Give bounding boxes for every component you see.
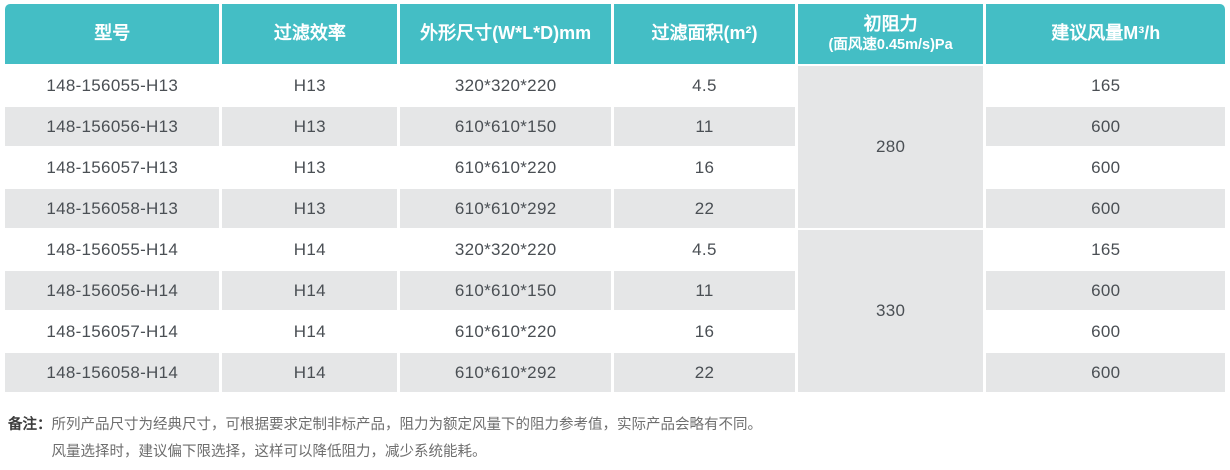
cell-area: 4.5: [614, 66, 795, 105]
spec-table-wrap: 型号 过滤效率 外形尺寸(W*L*D)mm 过滤面积(m²) 初阻力 (面风速0…: [2, 2, 1228, 394]
cell-model: 148-156058-H13: [5, 189, 220, 228]
cell-efficiency: H13: [222, 148, 398, 187]
cell-model: 148-156056-H13: [5, 107, 220, 146]
cell-dimensions: 610*610*220: [400, 312, 612, 351]
col-header-model: 型号: [5, 4, 220, 64]
cell-airflow: 600: [986, 353, 1225, 392]
cell-area: 22: [614, 189, 795, 228]
cell-dimensions: 610*610*220: [400, 148, 612, 187]
col-header-resistance: 初阻力 (面风速0.45m/s)Pa: [797, 4, 984, 64]
cell-area: 22: [614, 353, 795, 392]
cell-airflow: 600: [986, 148, 1225, 187]
cell-dimensions: 610*610*292: [400, 353, 612, 392]
cell-efficiency: H14: [222, 353, 398, 392]
col-header-airflow: 建议风量M³/h: [986, 4, 1225, 64]
cell-dimensions: 610*610*150: [400, 271, 612, 310]
cell-dimensions: 610*610*150: [400, 107, 612, 146]
col-header-dimensions: 外形尺寸(W*L*D)mm: [400, 4, 612, 64]
footnotes: 备注： 所列产品尺寸为经典尺寸，可根据要求定制非标产品，阻力为额定风量下的阻力参…: [8, 412, 1230, 466]
cell-area: 11: [614, 271, 795, 310]
table-header: 型号 过滤效率 外形尺寸(W*L*D)mm 过滤面积(m²) 初阻力 (面风速0…: [5, 4, 1225, 64]
cell-efficiency: H14: [222, 312, 398, 351]
table-row: 148-156056-H14 H14 610*610*150 11 600: [5, 271, 1225, 310]
cell-area: 16: [614, 312, 795, 351]
cell-efficiency: H13: [222, 66, 398, 105]
filter-spec-table: 型号 过滤效率 外形尺寸(W*L*D)mm 过滤面积(m²) 初阻力 (面风速0…: [2, 2, 1228, 394]
table-row: 148-156055-H13 H13 320*320*220 4.5 280 1…: [5, 66, 1225, 228]
cell-model: 148-156057-H14: [5, 312, 220, 351]
table-row: 148-156058-H13 H13 610*610*292 22 600: [5, 189, 1225, 228]
footnote-lines: 所列产品尺寸为经典尺寸，可根据要求定制非标产品，阻力为额定风量下的阻力参考值，实…: [52, 412, 763, 466]
col-header-area: 过滤面积(m²): [614, 4, 795, 64]
cell-airflow: 600: [986, 107, 1225, 146]
cell-efficiency: H14: [222, 230, 398, 269]
cell-model: 148-156057-H13: [5, 148, 220, 187]
cell-airflow: 600: [986, 312, 1225, 351]
merged-resistance-h13: 280: [797, 66, 984, 228]
cell-model: 148-156056-H14: [5, 271, 220, 310]
table-row: 148-156058-H14 H14 610*610*292 22 600: [5, 353, 1225, 392]
cell-efficiency: H14: [222, 271, 398, 310]
cell-area: 4.5: [614, 230, 795, 269]
table-row: 148-156056-H13 H13 610*610*150 11 600: [5, 107, 1225, 146]
merged-resistance-h14: 330: [797, 230, 984, 392]
cell-model: 148-156055-H13: [5, 66, 220, 105]
cell-efficiency: H13: [222, 107, 398, 146]
cell-model: 148-156055-H14: [5, 230, 220, 269]
cell-airflow: 165: [986, 230, 1225, 269]
cell-efficiency: H13: [222, 189, 398, 228]
table-row: 148-156057-H13 H13 610*610*220 16 600: [5, 148, 1225, 187]
col-header-resistance-sub: (面风速0.45m/s)Pa: [828, 37, 953, 54]
cell-area: 11: [614, 107, 795, 146]
footnote-line-1: 所列产品尺寸为经典尺寸，可根据要求定制非标产品，阻力为额定风量下的阻力参考值，实…: [51, 417, 763, 433]
cell-area: 16: [614, 148, 795, 187]
cell-airflow: 600: [986, 271, 1225, 310]
cell-airflow: 165: [986, 66, 1225, 105]
cell-dimensions: 320*320*220: [400, 66, 612, 105]
cell-airflow: 600: [986, 189, 1225, 228]
table-body: 148-156055-H13 H13 320*320*220 4.5 280 1…: [5, 66, 1225, 392]
table-row: 148-156057-H14 H14 610*610*220 16 600: [5, 312, 1225, 351]
cell-dimensions: 320*320*220: [400, 230, 612, 269]
col-header-efficiency: 过滤效率: [222, 4, 398, 64]
cell-model: 148-156058-H14: [5, 353, 220, 392]
table-row: 148-156055-H14 H14 320*320*220 4.5 330 1…: [5, 230, 1225, 392]
footnote-line-2: 风量选择时，建议偏下限选择，这样可以降低阻力，减少系统能耗。: [51, 444, 487, 460]
footnote-label: 备注：: [8, 417, 52, 433]
col-header-resistance-main: 初阻力: [863, 13, 918, 34]
cell-dimensions: 610*610*292: [400, 189, 612, 228]
